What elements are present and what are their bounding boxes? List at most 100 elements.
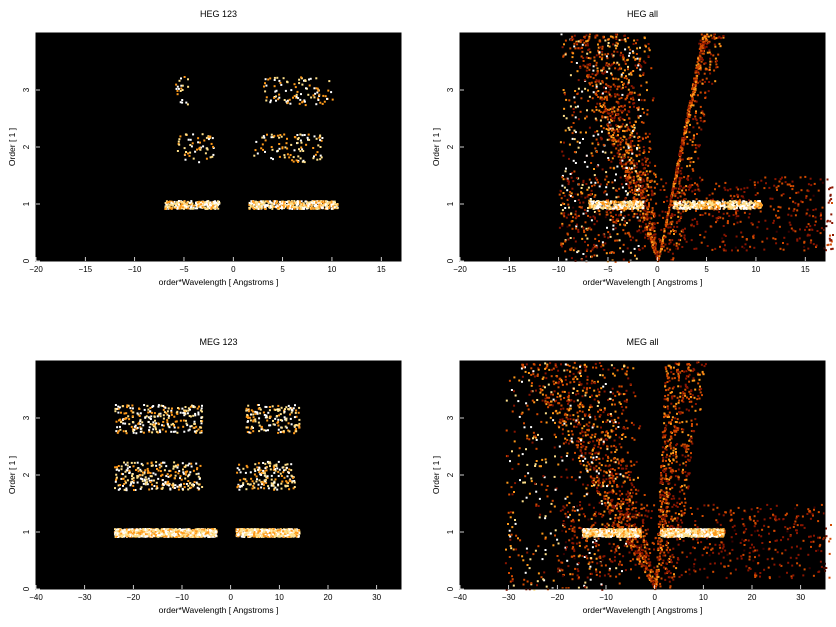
heatmap-cell (638, 74, 641, 77)
heatmap-cell (579, 110, 582, 113)
heatmap-cell (661, 239, 664, 242)
heatmap-cell (605, 83, 608, 86)
heatmap-cell (610, 72, 613, 75)
heatmap-cell (299, 157, 302, 160)
heatmap-cell (589, 51, 592, 54)
heatmap-cell (639, 231, 642, 234)
heatmap-cell (796, 239, 799, 242)
heatmap-cell (718, 203, 721, 206)
heatmap-cell (607, 209, 610, 211)
heatmap-cell (273, 96, 276, 99)
heatmap-cell (651, 246, 654, 249)
heatmap-cell (697, 144, 700, 147)
heatmap-cell (688, 101, 691, 104)
heatmap-cell (749, 200, 752, 203)
y-tick-label: 2 (446, 144, 455, 149)
heatmap-cell (705, 45, 708, 48)
heatmap-cell (793, 208, 796, 211)
heatmap-cell (610, 136, 613, 139)
heatmap-cell (586, 39, 589, 42)
heatmap-cell (815, 246, 817, 248)
heatmap-cell (700, 207, 703, 210)
heatmap-cell (577, 146, 580, 149)
heatmap-cell (593, 254, 596, 257)
heatmap-cell (697, 59, 700, 62)
heatmap-cell (301, 101, 304, 104)
heatmap-cell (573, 42, 576, 45)
heatmap-cell (736, 249, 739, 252)
heatmap-cell (638, 229, 641, 232)
heatmap-cell (787, 213, 790, 216)
heatmap-cell (675, 169, 678, 172)
heatmap-cell (739, 220, 742, 223)
heatmap-cell (607, 200, 610, 203)
heatmap-cell (567, 238, 570, 241)
heatmap-cell (584, 196, 587, 199)
heatmap-cell (626, 193, 629, 196)
heatmap-cell (754, 186, 757, 189)
heatmap-cell (574, 193, 577, 196)
heatmap-cell (620, 96, 623, 99)
heatmap-cell (632, 197, 635, 199)
heatmap-cell (677, 171, 680, 174)
heatmap-cell (576, 93, 579, 95)
heatmap-cell (563, 141, 565, 144)
heatmap-cell (713, 33, 716, 36)
heatmap-cell (596, 70, 599, 73)
heatmap-cell (606, 116, 609, 119)
heatmap-cell (662, 234, 665, 237)
heatmap-cell (697, 188, 700, 191)
heatmap-cell (601, 130, 603, 133)
heatmap-cell (628, 260, 630, 263)
heatmap-cell (825, 249, 827, 252)
heatmap-cell (288, 201, 291, 204)
heatmap-cell (695, 119, 698, 122)
heatmap-cell (688, 131, 691, 134)
heatmap-cell (569, 47, 572, 50)
heatmap-cell (709, 60, 712, 63)
heatmap-cell (781, 182, 784, 185)
heatmap-cell (198, 204, 201, 207)
heatmap-cell (176, 207, 179, 210)
heatmap-cell (624, 108, 626, 111)
heatmap-cell (831, 222, 834, 224)
heatmap-cell (672, 228, 674, 231)
heatmap-cell (641, 158, 644, 161)
heatmap-cell (687, 115, 690, 118)
heatmap-cell (688, 115, 691, 118)
heatmap-cell (734, 217, 737, 220)
heatmap-cell (282, 202, 285, 205)
heatmap-cell (178, 143, 181, 146)
heatmap-cell (217, 207, 220, 210)
heatmap-cell (609, 115, 612, 117)
heatmap-cell (624, 40, 627, 43)
heatmap-cell (775, 186, 778, 189)
heatmap-cell (622, 163, 625, 166)
heatmap-cell (724, 202, 727, 205)
heatmap-cell (583, 231, 586, 233)
heatmap-cell (216, 200, 219, 203)
heatmap-cell (596, 102, 599, 105)
heatmap-cell (666, 247, 669, 250)
heatmap-cell (567, 213, 570, 216)
heatmap-cell (646, 207, 649, 210)
heatmap-cell (678, 182, 681, 185)
heatmap-cell (809, 241, 812, 244)
heatmap-cell (829, 220, 832, 223)
heatmap-cell (165, 203, 168, 206)
heatmap-cell (279, 81, 282, 84)
heatmap-cell (586, 248, 589, 251)
heatmap-cell (692, 88, 695, 91)
heatmap-cell (629, 251, 632, 254)
heatmap-cell (677, 164, 680, 166)
heatmap-cell (678, 176, 681, 179)
heatmap-cell (642, 121, 645, 124)
heatmap-cell (642, 72, 645, 75)
heatmap-cell (780, 194, 783, 197)
heatmap-cell (633, 212, 636, 215)
heatmap-cell (633, 164, 636, 167)
heatmap-cell (669, 221, 672, 224)
heatmap-cell (689, 123, 691, 126)
heatmap-cell (275, 99, 277, 102)
heatmap-cell (669, 202, 672, 205)
